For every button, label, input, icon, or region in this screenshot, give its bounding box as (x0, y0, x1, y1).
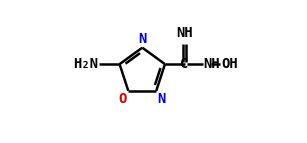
Text: C: C (181, 57, 189, 71)
Text: N: N (158, 92, 166, 106)
Text: O: O (119, 92, 127, 106)
Text: NH: NH (203, 57, 220, 71)
Text: OH: OH (221, 57, 238, 71)
Text: H₂N: H₂N (73, 57, 98, 71)
Text: N: N (138, 32, 146, 46)
Text: NH: NH (176, 26, 193, 40)
